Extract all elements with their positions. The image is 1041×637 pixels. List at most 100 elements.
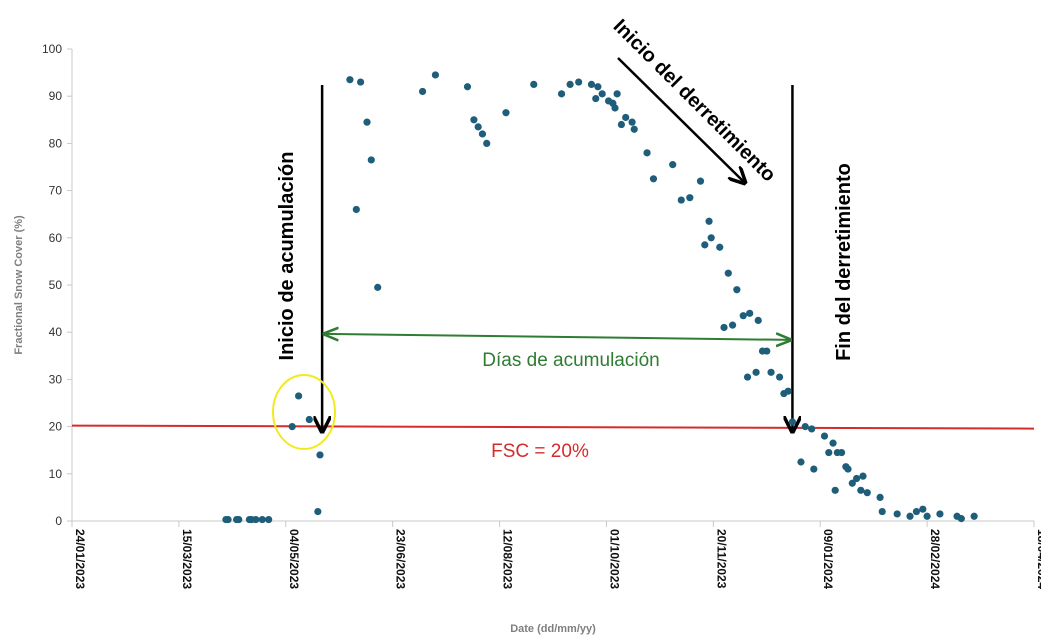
data-point bbox=[470, 116, 478, 124]
data-point bbox=[936, 510, 944, 518]
data-point bbox=[705, 217, 713, 225]
data-point bbox=[724, 269, 732, 277]
y-tick-label: 10 bbox=[49, 467, 63, 481]
data-point bbox=[617, 120, 626, 129]
data-point bbox=[628, 118, 636, 126]
data-point bbox=[235, 515, 243, 524]
x-tick-label: 12/08/2023 bbox=[501, 529, 515, 589]
data-point bbox=[733, 286, 741, 294]
data-point bbox=[720, 323, 728, 332]
data-point bbox=[575, 78, 583, 86]
data-point bbox=[352, 205, 360, 214]
data-point bbox=[431, 71, 440, 79]
data-point bbox=[878, 507, 886, 516]
data-point bbox=[305, 415, 313, 424]
x-tick-label: 23/06/2023 bbox=[394, 529, 408, 589]
data-point bbox=[857, 486, 865, 494]
data-point bbox=[763, 347, 771, 355]
data-point bbox=[252, 515, 260, 524]
data-point bbox=[696, 177, 705, 185]
data-point bbox=[530, 80, 538, 88]
data-point bbox=[367, 156, 375, 164]
data-point bbox=[852, 474, 861, 483]
data-point bbox=[265, 515, 273, 524]
data-point bbox=[677, 196, 685, 204]
data-point bbox=[288, 423, 296, 431]
data-point bbox=[829, 439, 837, 447]
start-accumulation-label: Inicio de acumulación bbox=[276, 152, 298, 361]
data-point bbox=[893, 510, 901, 518]
data-point bbox=[970, 512, 978, 520]
data-point bbox=[820, 432, 829, 440]
x-axis-title: Date (dd/mm/yy) bbox=[510, 623, 596, 635]
y-tick-labels: 0 10 20 30 40 50 60 70 80 90 100 bbox=[42, 42, 72, 528]
y-tick-label: 100 bbox=[42, 42, 62, 56]
data-point bbox=[502, 109, 510, 117]
data-point bbox=[919, 505, 927, 513]
highlight-ellipse bbox=[272, 374, 336, 450]
data-point bbox=[776, 373, 784, 381]
data-point bbox=[825, 448, 833, 457]
data-point bbox=[754, 316, 762, 324]
data-point bbox=[784, 387, 792, 395]
data-point bbox=[906, 512, 914, 520]
data-point bbox=[876, 493, 884, 501]
data-point bbox=[483, 139, 491, 147]
data-point bbox=[716, 243, 724, 251]
data-point bbox=[788, 418, 797, 426]
y-tick-label: 30 bbox=[49, 372, 63, 386]
data-point bbox=[863, 489, 871, 497]
data-point bbox=[346, 76, 354, 84]
accumulation-days-arrow bbox=[324, 334, 790, 340]
data-point bbox=[598, 90, 606, 98]
data-point bbox=[848, 479, 856, 487]
x-tick-labels: 24/01/2023 15/03/2023 04/05/2023 23/06/2023… bbox=[71, 521, 1041, 589]
end-melt-label: Fin del derretimiento bbox=[833, 163, 855, 361]
data-point bbox=[478, 130, 487, 138]
data-point bbox=[613, 90, 621, 98]
threshold-group: FSC = 20% bbox=[71, 424, 1035, 462]
data-point bbox=[746, 309, 754, 317]
data-point bbox=[686, 194, 694, 202]
x-tick-label: 04/05/2023 bbox=[287, 529, 301, 589]
data-point bbox=[592, 94, 600, 103]
data-point bbox=[587, 80, 596, 88]
data-point bbox=[295, 392, 303, 400]
data-point bbox=[594, 83, 602, 91]
y-axis-title: Fractional Snow Cover (%) bbox=[13, 215, 25, 355]
data-point bbox=[838, 448, 846, 457]
data-point bbox=[314, 507, 322, 516]
data-point bbox=[566, 80, 574, 88]
x-tick-label: 28/02/2024 bbox=[928, 529, 942, 589]
y-tick-label: 90 bbox=[49, 89, 63, 103]
data-point bbox=[739, 312, 747, 320]
data-point bbox=[622, 113, 630, 122]
start-melt-arrow bbox=[617, 57, 745, 183]
data-point bbox=[859, 472, 867, 480]
data-point bbox=[611, 104, 619, 112]
data-point bbox=[649, 175, 658, 183]
x-tick-label: 01/10/2023 bbox=[607, 529, 621, 589]
y-tick-label: 50 bbox=[49, 278, 63, 292]
y-tick-label: 40 bbox=[49, 325, 63, 339]
y-tick-label: 80 bbox=[49, 136, 63, 150]
data-point bbox=[258, 515, 266, 524]
y-tick-label: 60 bbox=[49, 231, 63, 245]
data-point bbox=[224, 515, 232, 524]
data-point bbox=[463, 83, 472, 91]
accumulation-days-label: Días de acumulación bbox=[482, 350, 659, 371]
x-tick-label: 15/03/2023 bbox=[180, 529, 194, 589]
data-point bbox=[707, 234, 715, 242]
x-tick-label: 24/01/2023 bbox=[73, 529, 87, 589]
data-point bbox=[316, 451, 324, 459]
y-tick-label: 70 bbox=[49, 184, 63, 198]
x-tick-label: 09/01/2024 bbox=[821, 529, 835, 589]
data-point bbox=[643, 149, 651, 157]
data-point bbox=[801, 423, 809, 431]
data-point bbox=[474, 123, 482, 131]
data-point bbox=[743, 373, 752, 381]
y-tick-label: 0 bbox=[55, 514, 62, 528]
data-point bbox=[630, 125, 638, 133]
data-point bbox=[374, 283, 382, 291]
